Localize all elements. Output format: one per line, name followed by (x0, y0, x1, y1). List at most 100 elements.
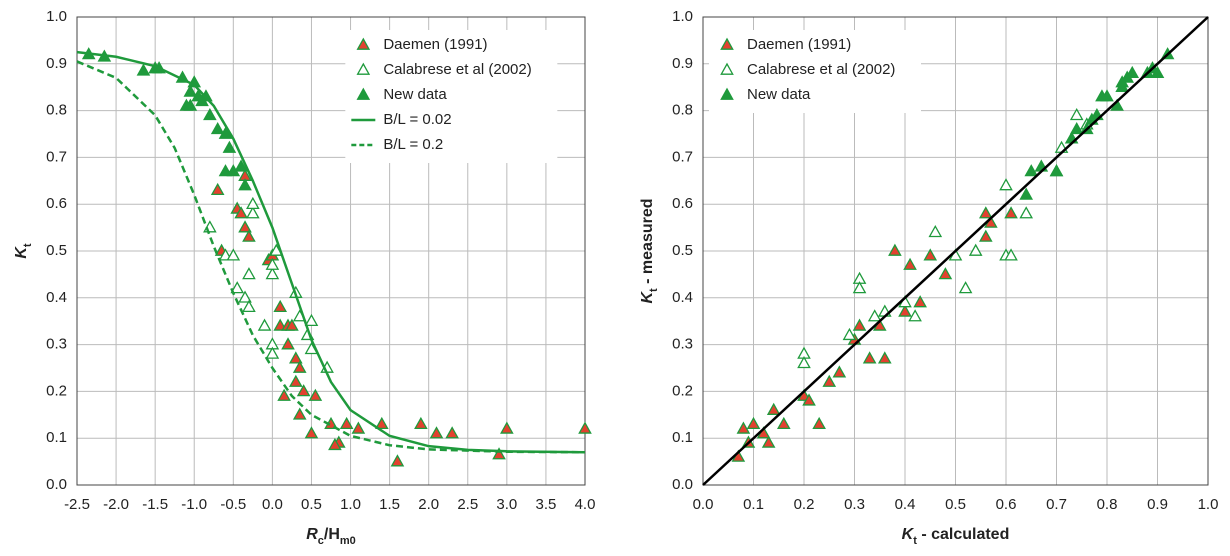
point (445, 426, 459, 439)
legend-marker (720, 62, 734, 75)
label-part: K (902, 526, 915, 543)
point (761, 435, 776, 448)
legend-marker (356, 37, 371, 50)
subscript: c (318, 535, 324, 547)
point (968, 243, 983, 256)
point (210, 182, 225, 196)
legend-box (709, 30, 921, 113)
point (308, 388, 323, 401)
plot-frame (76, 16, 586, 486)
x-tick-label: 0.2 (794, 496, 815, 513)
point (289, 351, 303, 364)
y-axis-label: Kt - measured (639, 198, 660, 303)
y-tick-label: 0.5 (672, 242, 693, 259)
x-tick-label: 0.6 (996, 496, 1017, 513)
point (746, 416, 761, 430)
point (339, 416, 354, 430)
point (1069, 107, 1084, 121)
x-tick-label: 0.5 (301, 496, 322, 513)
legend-label: Daemen (1991) (383, 36, 487, 53)
point (374, 416, 389, 430)
point (218, 126, 233, 139)
point (136, 63, 151, 76)
point (1019, 206, 1034, 219)
point (888, 243, 902, 256)
x-tick-label: 0.9 (1147, 496, 1168, 513)
y-tick-label: 0.1 (672, 429, 693, 446)
x-tick-label: 0.0 (262, 496, 283, 513)
point (238, 290, 252, 303)
point (304, 426, 319, 439)
point (766, 402, 781, 415)
y-tick-label: 0.9 (672, 55, 693, 72)
x-tick-label: -0.5 (220, 496, 246, 513)
y-tick-label: 0.0 (672, 476, 693, 493)
x-axis-label: Rc/Hm0 (306, 526, 356, 547)
x-tick-label: -1.0 (181, 496, 207, 513)
y-tick-label: 0.8 (46, 102, 67, 119)
point (1125, 65, 1140, 79)
point (578, 421, 592, 434)
x-tick-label: 1.5 (379, 496, 400, 513)
point (842, 327, 857, 341)
point (923, 248, 938, 261)
point (1019, 187, 1034, 200)
label-part: /H (324, 526, 340, 543)
y-axis-label: Kt (13, 243, 34, 259)
point (736, 421, 751, 434)
point (822, 374, 837, 387)
legend-label: New data (383, 86, 447, 103)
point (273, 299, 288, 313)
x-tick-label: 2.0 (418, 496, 439, 513)
label-part: R (306, 526, 318, 543)
y-tick-label: 0.0 (46, 476, 67, 493)
legend-label: Daemen (1991) (747, 36, 851, 53)
point (867, 309, 882, 322)
point (492, 447, 506, 460)
point (908, 309, 922, 322)
point (246, 196, 260, 210)
y-tick-label: 0.9 (46, 55, 67, 72)
x-tick-label: 0.3 (844, 496, 865, 513)
point (978, 229, 993, 242)
point (183, 98, 198, 111)
x-tick-label: 0.5 (945, 496, 966, 513)
point (1004, 248, 1018, 261)
point (265, 257, 280, 270)
point (195, 93, 209, 107)
x-tick-label: 1.0 (340, 496, 361, 513)
point (234, 206, 248, 219)
y-tick-label: 0.4 (672, 289, 693, 306)
point (242, 267, 256, 280)
y-tick-label: 1.0 (672, 8, 693, 25)
point (242, 299, 256, 313)
y-tick-label: 1.0 (46, 8, 67, 25)
point (292, 360, 307, 373)
legend-marker (356, 62, 371, 75)
point (903, 257, 917, 270)
point (289, 374, 303, 387)
point (238, 220, 252, 233)
point (281, 337, 295, 350)
x-tick-label: -2.0 (103, 496, 129, 513)
y-tick-label: 0.4 (46, 289, 67, 306)
point (328, 437, 342, 451)
legend-label: Calabrese et al (2002) (383, 61, 531, 78)
x-tick-label: -2.5 (64, 496, 90, 513)
point (852, 318, 867, 331)
point (1100, 89, 1114, 102)
label-part: - calculated (917, 526, 1009, 543)
point (999, 178, 1013, 191)
point (1049, 164, 1064, 177)
legend-label: B/L = 0.2 (383, 136, 443, 153)
curve (76, 60, 586, 454)
point (978, 206, 993, 219)
y-tick-label: 0.5 (46, 242, 67, 259)
point (877, 351, 892, 364)
point (928, 224, 943, 238)
x-tick-label: -1.5 (142, 496, 168, 513)
point (414, 416, 428, 430)
x-tick-label: 0.1 (743, 496, 764, 513)
point (183, 84, 198, 97)
